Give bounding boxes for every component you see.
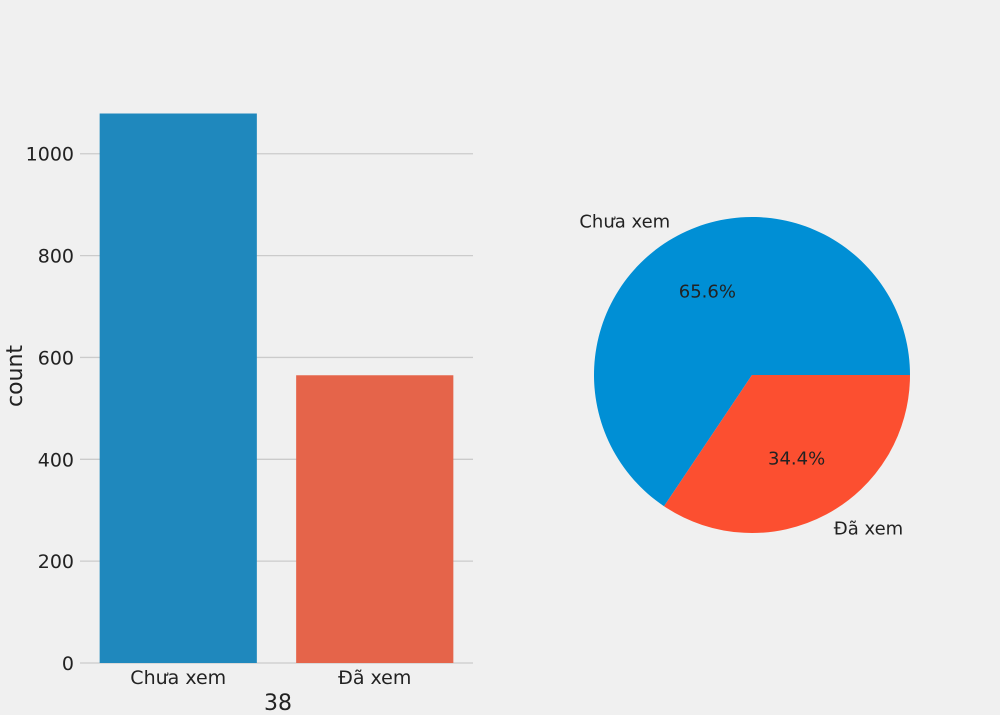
bar-chart: 0 200 400 600 800 1000 Chưa xem Đã xem count 3… [3,113,473,715]
bar-x-ticks: Chưa xem Đã xem [130,667,411,689]
pie-percent-label: 34.4% [768,449,825,470]
bar-bars [99,113,454,663]
bar [296,375,454,663]
pie-chart: Chưa xem 65.6% Đã xem 34.4% [579,212,910,539]
y-tick-label: 200 [38,551,74,573]
pie-label: Chưa xem [579,212,670,233]
x-tick-label: Đã xem [338,667,411,689]
y-tick-label: 0 [62,653,74,675]
pie-slice [594,217,910,507]
x-axis-label: 38 [264,691,292,715]
y-tick-label: 1000 [26,144,74,166]
x-tick-label: Chưa xem [130,667,226,689]
y-tick-label: 800 [38,246,74,268]
y-axis-label: count [3,345,28,407]
bar [99,113,257,663]
pie-percent-label: 65.6% [679,281,736,302]
bar-y-ticks: 0 200 400 600 800 1000 [26,144,74,675]
y-tick-label: 400 [38,449,74,471]
pie-label: Đã xem [834,518,903,539]
pie-slice [664,375,910,534]
y-tick-label: 600 [38,347,74,369]
